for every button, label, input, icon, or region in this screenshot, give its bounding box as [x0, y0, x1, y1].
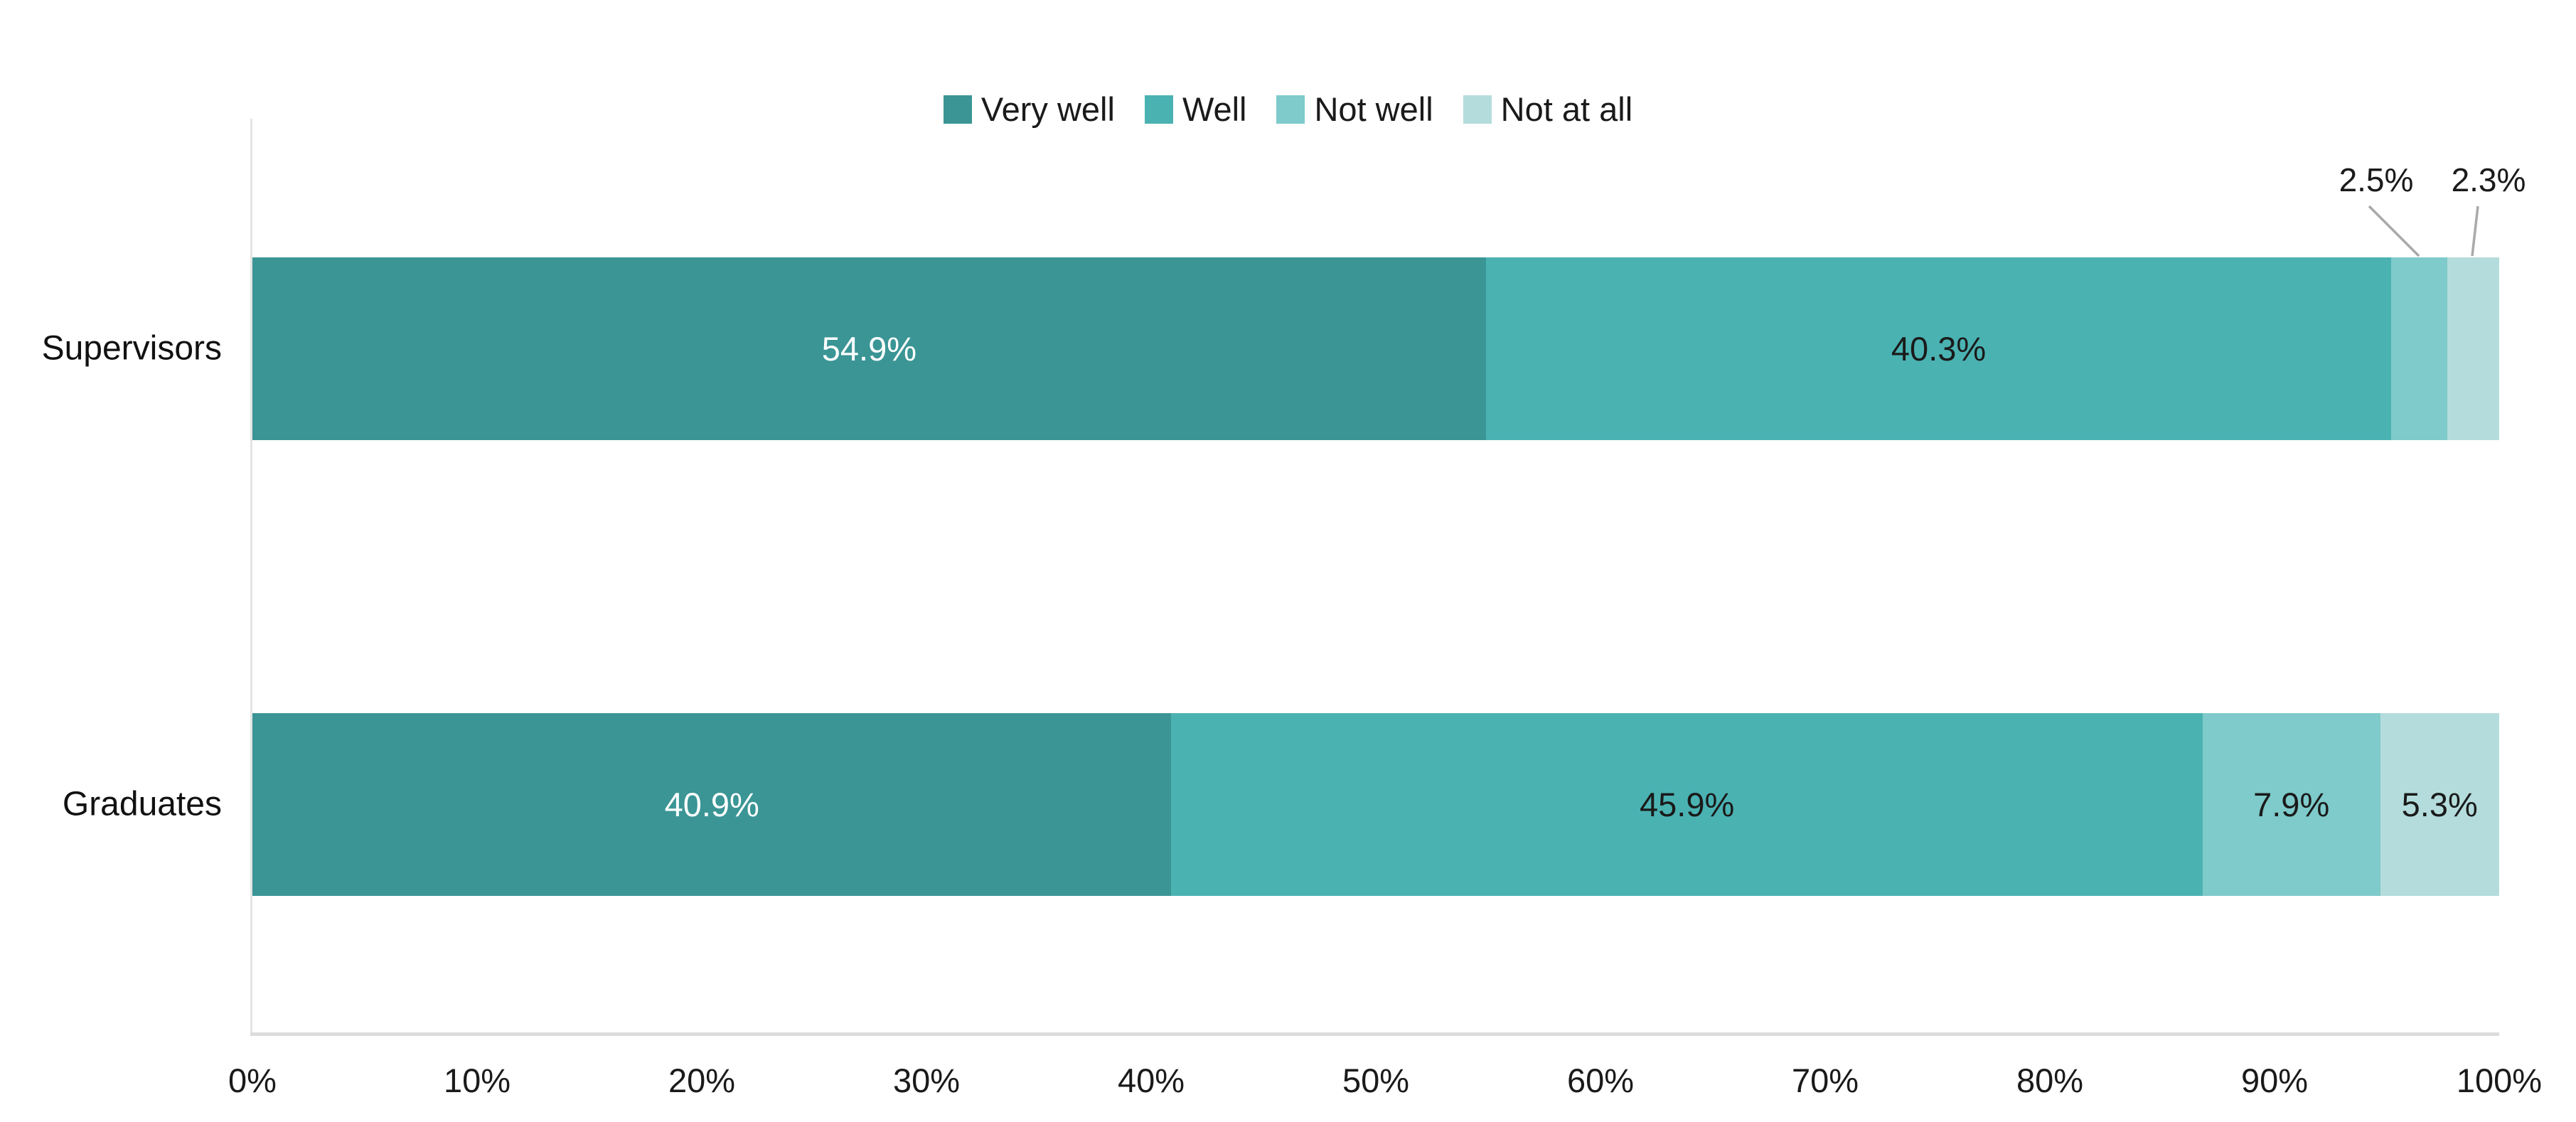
legend-swatch-icon	[1276, 95, 1305, 124]
x-tick-label-20: 20%	[668, 1062, 736, 1099]
bar-segment-graduates-very-well: 40.9%	[252, 713, 1172, 896]
legend-swatch-icon	[1144, 95, 1173, 124]
leader-line-icon	[2471, 205, 2479, 257]
bar-segment-graduates-not-at-all: 5.3%	[2380, 713, 2499, 896]
legend-item-not-well: Not well	[1276, 90, 1433, 129]
callout-label-not-at-all: 2.3%	[2451, 161, 2526, 198]
leader-line-icon	[2368, 205, 2420, 257]
bar-segment-graduates-not-well: 7.9%	[2202, 713, 2380, 896]
plot-area: 54.9% 40.3% 40.9% 45.9% 7.9% 5.3% 2.5% 2.3%	[252, 119, 2526, 1032]
x-tick-label-40: 40%	[1117, 1062, 1185, 1099]
legend-item-well: Well	[1144, 90, 1247, 129]
legend-item-label: Well	[1182, 90, 1247, 128]
x-tick-label-60: 60%	[1566, 1062, 1635, 1099]
x-tick-label-80: 80%	[2016, 1062, 2084, 1099]
x-tick-label-10: 10%	[443, 1062, 511, 1099]
data-label: 5.3%	[2401, 786, 2478, 823]
bar-segment-supervisors-very-well: 54.9%	[252, 257, 1486, 440]
x-axis-line	[250, 1032, 2499, 1036]
bar-segment-supervisors-well: 40.3%	[1485, 257, 2392, 440]
x-tick-label-0: 0%	[228, 1062, 277, 1099]
callout-label-not-well: 2.5%	[2339, 161, 2414, 198]
legend-swatch-icon	[1463, 95, 1492, 124]
legend-swatch-icon	[943, 95, 972, 124]
bar-segment-supervisors-not-well	[2391, 257, 2448, 440]
data-label: 45.9%	[1640, 786, 1735, 823]
data-label: 40.9%	[664, 786, 759, 823]
bar-supervisors: 54.9% 40.3%	[252, 257, 2499, 440]
legend-item-very-well: Very well	[943, 90, 1115, 129]
legend-item-label: Not well	[1314, 90, 1433, 128]
chart-legend: Very well Well Not well Not at all	[0, 90, 2576, 129]
category-label-supervisors: Supervisors	[41, 329, 222, 368]
bar-segment-graduates-well: 45.9%	[1171, 713, 2203, 896]
data-label: 40.3%	[1891, 330, 1987, 368]
x-tick-label-50: 50%	[1342, 1062, 1410, 1099]
category-label-graduates: Graduates	[62, 785, 222, 823]
x-tick-label-90: 90%	[2240, 1062, 2309, 1099]
x-tick-label-100: 100%	[2456, 1062, 2543, 1099]
legend-item-not-at-all: Not at all	[1463, 90, 1632, 129]
x-tick-label-30: 30%	[892, 1062, 961, 1099]
data-label: 54.9%	[821, 330, 917, 368]
legend-item-label: Very well	[980, 90, 1115, 128]
bar-segment-supervisors-not-at-all	[2447, 257, 2499, 440]
y-axis-line	[250, 119, 252, 1036]
bar-graduates: 40.9% 45.9% 7.9% 5.3%	[252, 713, 2499, 896]
data-label: 7.9%	[2253, 786, 2330, 823]
legend-item-label: Not at all	[1500, 90, 1633, 128]
x-tick-label-70: 70%	[1791, 1062, 1859, 1099]
